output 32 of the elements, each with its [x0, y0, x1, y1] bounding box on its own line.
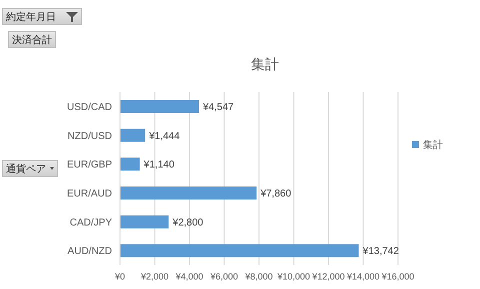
legend-label: 集計 — [423, 140, 443, 150]
y-tick-label: EUR/AUD — [66, 188, 112, 200]
text: 決済合計 — [12, 34, 52, 46]
x-tick-label: ¥16,000 — [380, 271, 414, 282]
data-label: ¥1,140 — [142, 160, 175, 171]
y-tick-label: EUR/GBP — [66, 160, 112, 171]
bar — [120, 244, 359, 258]
x-tick-label: ¥0 — [114, 271, 126, 282]
data-label: ¥13,742 — [362, 246, 400, 258]
x-tick-label: ¥8,000 — [244, 271, 273, 282]
bar — [120, 128, 146, 142]
data-label: ¥4,547 — [202, 102, 234, 113]
x-tick-label: ¥12,000 — [311, 271, 345, 282]
bar — [120, 215, 169, 228]
y-tick-label: NZD/USD — [68, 130, 112, 142]
bar — [120, 100, 200, 113]
y-tick-label: AUD/NZD — [68, 246, 112, 258]
text: 約定年月日 — [6, 10, 56, 24]
y-tick-label: CAD/JPY — [70, 217, 112, 228]
data-label: ¥7,860 — [260, 188, 292, 200]
x-tick-label: ¥2,000 — [140, 271, 169, 282]
chart-title: 集計 — [250, 56, 280, 74]
x-tick-label: ¥14,000 — [346, 271, 380, 282]
text: 通貨ペア — [6, 162, 46, 176]
y-tick-label: USD/CAD — [66, 102, 112, 113]
data-label: ¥1,444 — [148, 130, 180, 142]
bar — [120, 158, 140, 171]
data-label: ¥2,800 — [172, 217, 204, 228]
bar — [120, 186, 257, 200]
x-tick-label: ¥4,000 — [174, 271, 204, 282]
x-tick-label: ¥6,000 — [209, 271, 238, 282]
x-tick-label: ¥10,000 — [276, 271, 310, 282]
